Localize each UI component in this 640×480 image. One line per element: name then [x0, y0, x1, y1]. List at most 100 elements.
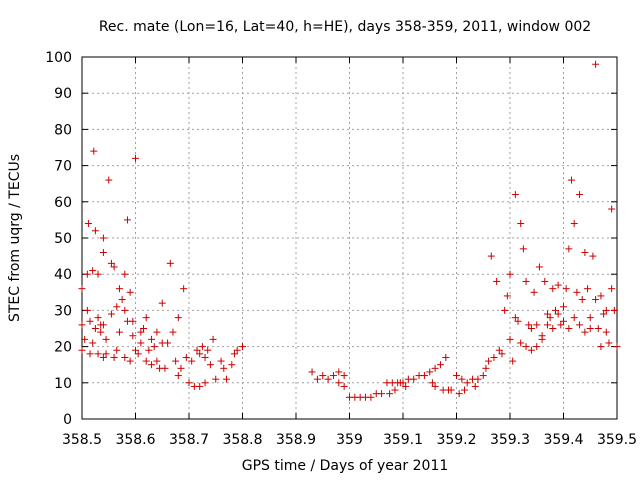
- data-point: [83, 306, 91, 314]
- data-point: [335, 368, 343, 376]
- data-point: [81, 335, 89, 343]
- plot-frame: [81, 56, 618, 420]
- data-point: [463, 379, 471, 387]
- data-point: [436, 361, 444, 369]
- y-tick-labels: 0 10 20 30 40 50 60 70 80 90 100: [45, 50, 72, 428]
- data-point: [562, 285, 570, 293]
- data-point: [578, 296, 586, 304]
- data-point: [110, 353, 118, 361]
- data-point: [522, 343, 530, 351]
- data-point: [123, 216, 131, 224]
- data-point: [594, 325, 602, 332]
- data-point: [522, 277, 530, 285]
- data-point: [89, 339, 97, 347]
- data-point: [546, 314, 554, 322]
- data-point: [126, 288, 134, 296]
- data-point: [554, 310, 562, 318]
- data-point: [174, 372, 182, 380]
- data-point: [519, 245, 527, 253]
- data-point: [201, 353, 209, 361]
- data-point: [158, 299, 166, 307]
- data-point: [506, 335, 514, 343]
- data-point: [570, 220, 578, 228]
- data-point: [148, 335, 156, 343]
- data-point: [166, 259, 174, 267]
- data-point: [115, 285, 123, 293]
- data-point: [378, 390, 386, 398]
- data-point: [391, 386, 399, 394]
- data-point: [482, 364, 490, 372]
- data-point: [565, 245, 573, 253]
- chart-title: Rec. mate (Lon=16, Lat=40, h=HE), days 3…: [99, 19, 591, 35]
- data-point: [340, 382, 348, 390]
- y-tick-label: 30: [54, 303, 72, 319]
- data-point: [605, 339, 613, 347]
- data-point: [129, 317, 137, 325]
- data-point: [148, 361, 156, 369]
- data-point: [134, 350, 142, 358]
- data-point: [420, 372, 428, 380]
- data-point: [107, 259, 115, 267]
- data-point: [222, 375, 230, 383]
- data-point: [608, 205, 616, 213]
- data-point: [319, 372, 327, 380]
- data-point: [198, 343, 206, 351]
- data-point: [511, 191, 519, 199]
- data-point: [592, 60, 600, 68]
- data-point: [94, 314, 102, 322]
- data-points: [78, 60, 621, 401]
- data-point: [239, 343, 246, 351]
- y-tick-label: 80: [54, 122, 72, 138]
- data-point: [573, 288, 581, 296]
- y-tick-label: 0: [63, 412, 72, 428]
- data-point: [153, 357, 161, 365]
- data-point: [568, 176, 576, 184]
- data-point: [549, 325, 557, 332]
- data-point: [132, 154, 139, 162]
- data-point: [90, 147, 98, 155]
- data-point: [503, 292, 511, 300]
- data-point: [110, 263, 118, 271]
- data-point: [91, 325, 99, 332]
- data-point: [586, 314, 594, 322]
- x-tick-label: 358.7: [169, 432, 209, 448]
- data-point: [206, 361, 214, 369]
- data-point: [511, 314, 519, 322]
- data-point: [142, 357, 150, 365]
- x-tick-label: 359.5: [597, 432, 637, 448]
- data-point: [129, 332, 137, 340]
- data-point: [576, 321, 584, 329]
- data-point: [172, 357, 180, 365]
- data-point: [204, 346, 212, 354]
- data-point: [83, 270, 91, 278]
- data-point: [121, 306, 129, 314]
- data-point: [177, 364, 185, 372]
- data-point: [485, 357, 493, 365]
- data-point: [121, 353, 129, 361]
- data-point: [164, 339, 172, 347]
- data-point: [118, 296, 126, 304]
- data-point: [506, 270, 514, 278]
- data-point: [431, 364, 439, 372]
- data-point: [495, 346, 503, 354]
- data-point: [535, 263, 543, 271]
- data-point: [410, 375, 418, 383]
- data-point: [597, 343, 605, 351]
- data-point: [584, 285, 592, 293]
- data-point: [533, 321, 541, 329]
- data-point: [458, 375, 466, 383]
- data-point: [78, 346, 86, 354]
- data-point: [442, 353, 450, 361]
- data-point: [581, 328, 589, 336]
- data-point: [453, 372, 460, 380]
- data-point: [581, 248, 589, 256]
- data-point: [220, 364, 228, 372]
- data-point: [150, 343, 158, 351]
- data-point: [78, 321, 86, 329]
- data-point: [560, 317, 567, 325]
- data-point: [308, 368, 316, 376]
- data-point: [527, 346, 535, 354]
- data-point: [530, 288, 538, 296]
- data-point: [185, 379, 193, 387]
